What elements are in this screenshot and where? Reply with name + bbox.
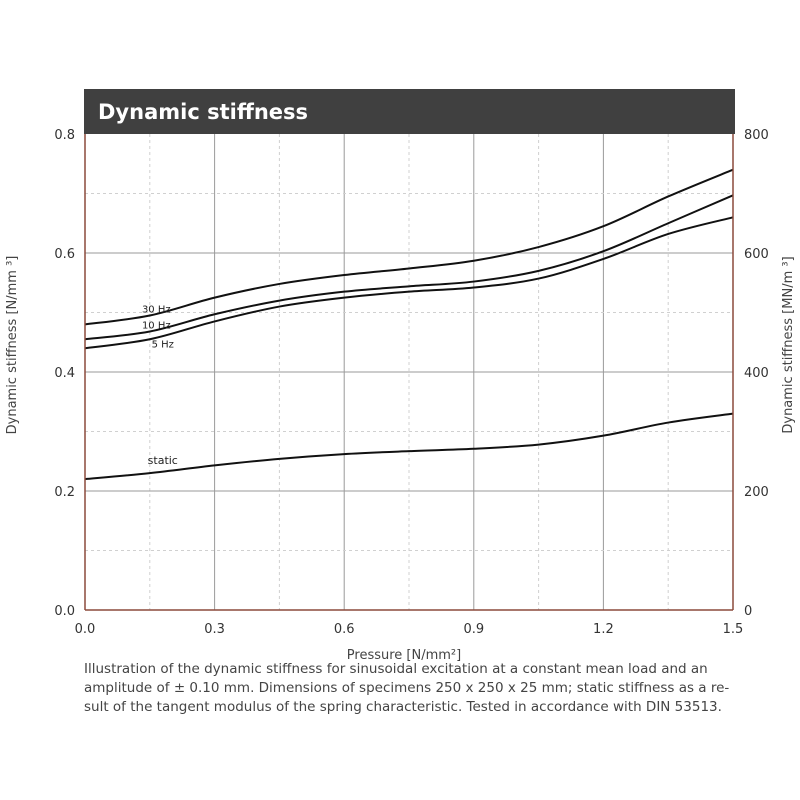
series-line-10-hz [84,194,734,341]
chart-title: Dynamic stiffness [98,100,308,124]
x-tick-label: 1.5 [723,622,744,637]
x-tick-label: 0.9 [463,622,484,637]
series-line-30-hz [84,168,734,326]
plot-frame [84,134,734,611]
y-tick-label-right: 200 [744,485,769,500]
y-tick-label-left: 0.2 [54,485,75,500]
series-group [84,168,734,481]
x-tick-label: 0.6 [334,622,355,637]
title-bar [84,89,735,134]
y-axis-label-right: Dynamic stiffness [MN/m ³] [781,256,796,433]
y-tick-label-right: 0 [744,604,752,619]
caption-line: Illustration of the dynamic stiffness fo… [84,661,708,677]
x-axis-label: Pressure [N/mm²] [347,648,461,663]
y-tick-label-right: 800 [744,128,769,143]
x-tick-label: 0.3 [204,622,225,637]
y-tick-label-left: 0.4 [54,366,75,381]
caption: Illustration of the dynamic stiffness fo… [84,660,730,717]
x-tick-label: 1.2 [593,622,614,637]
y-tick-label-right: 400 [744,366,769,381]
y-tick-label-left: 0.6 [54,247,75,262]
caption-line: amplitude of ± 0.10 mm. Dimensions of sp… [84,680,730,696]
y-axis-label-left: Dynamic stiffness [N/mm ³] [5,256,20,435]
series-label-5-hz: 5 Hz [152,340,174,351]
grid [85,134,733,610]
tick-labels: 0.0 0.3 0.6 0.9 1.2 1.5 0.0 0.2 0.4 0.6 0.8 0 200 400… [54,128,769,637]
series-line-static [84,412,734,481]
series-line-5-hz [84,216,734,350]
series-labels: 30 Hz 10 Hz 5 Hz static [142,305,178,468]
y-tick-label-left: 0.8 [54,128,75,143]
series-label-10-hz: 10 Hz [142,321,171,332]
caption-line: sult of the tangent modulus of the sprin… [84,699,722,715]
series-label-30-hz: 30 Hz [142,305,171,316]
y-tick-label-right: 600 [744,247,769,262]
series-label-static: static [148,454,178,467]
x-tick-label: 0.0 [75,622,96,637]
y-tick-label-left: 0.0 [54,604,75,619]
